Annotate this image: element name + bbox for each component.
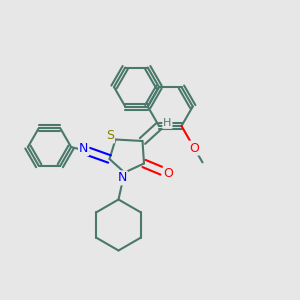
Text: O: O <box>189 142 199 154</box>
Text: S: S <box>106 129 114 142</box>
Text: N: N <box>117 171 127 184</box>
Text: N: N <box>79 142 88 155</box>
Text: O: O <box>164 167 173 180</box>
Text: H: H <box>163 118 172 128</box>
